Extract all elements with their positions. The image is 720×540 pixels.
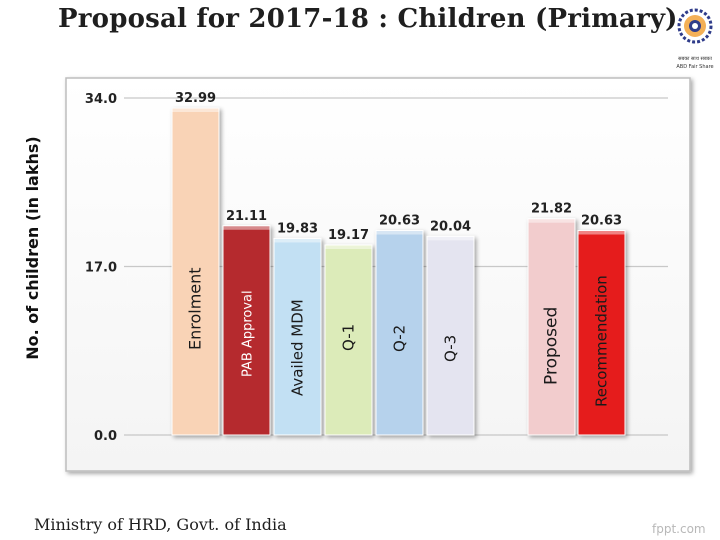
- bar-labels: 32.99 Enrolment 21.11 PAB Approval 19.83 Avai…: [175, 91, 622, 407]
- category-label: Proposed: [542, 307, 562, 385]
- bar-highlight: [274, 238, 321, 243]
- value-label: 19.83: [277, 221, 318, 236]
- y-tick-label: 34.0: [85, 92, 117, 107]
- value-label: 32.99: [175, 91, 216, 106]
- y-axis-label: No. of children (in lakhs): [23, 136, 42, 359]
- bar-proposed: [527, 218, 576, 436]
- value-label: 19.17: [328, 228, 369, 243]
- bar-highlight: [172, 108, 219, 113]
- bar-highlight: [376, 230, 423, 235]
- logo-text-line1: सबका साथ सबका: [678, 56, 712, 62]
- value-label: 21.11: [226, 209, 267, 224]
- bar-highlight: [325, 244, 372, 249]
- bar-enrolment: [171, 107, 220, 436]
- bar-q-3: [426, 235, 475, 436]
- category-label: Q-2: [391, 325, 409, 352]
- category-label: PAB Approval: [241, 290, 256, 377]
- emblem-wheel-icon: [677, 8, 713, 44]
- watermark-text: fppt.com: [652, 522, 706, 536]
- bar-q-1: [324, 244, 373, 436]
- bar-highlight: [578, 230, 625, 235]
- page-title: Proposal for 2017-18 : Children (Primary…: [58, 4, 678, 34]
- y-tick-label: 17.0: [85, 261, 117, 276]
- bar-highlight: [427, 236, 474, 241]
- footer-text: Ministry of HRD, Govt. of India: [34, 515, 287, 534]
- bar-q-2: [375, 230, 424, 436]
- bar-highlight: [223, 225, 270, 230]
- category-label: Q-1: [340, 324, 358, 351]
- y-tick-label: 0.0: [94, 429, 117, 444]
- logo-text-line2: ABD Fair Share: [676, 64, 713, 70]
- value-label: 21.82: [531, 202, 572, 217]
- y-axis-ticks: 0.0 17.0 34.0: [85, 92, 117, 444]
- bar-highlight: [528, 218, 575, 223]
- value-label: 20.63: [379, 214, 420, 229]
- category-label: Enrolment: [186, 267, 205, 350]
- bars: [171, 107, 626, 436]
- ministry-emblem-logo: सबका साथ सबका ABD Fair Share: [676, 8, 714, 70]
- category-label: Availed MDM: [289, 299, 307, 396]
- bar-availed-mdm: [273, 237, 322, 436]
- category-label: Recommendation: [593, 275, 611, 407]
- category-label: Q-3: [442, 335, 460, 362]
- value-label: 20.63: [581, 214, 622, 229]
- bar-pab-approval: [222, 225, 271, 436]
- value-label: 20.04: [430, 219, 471, 234]
- bar-recommendation: [577, 230, 626, 436]
